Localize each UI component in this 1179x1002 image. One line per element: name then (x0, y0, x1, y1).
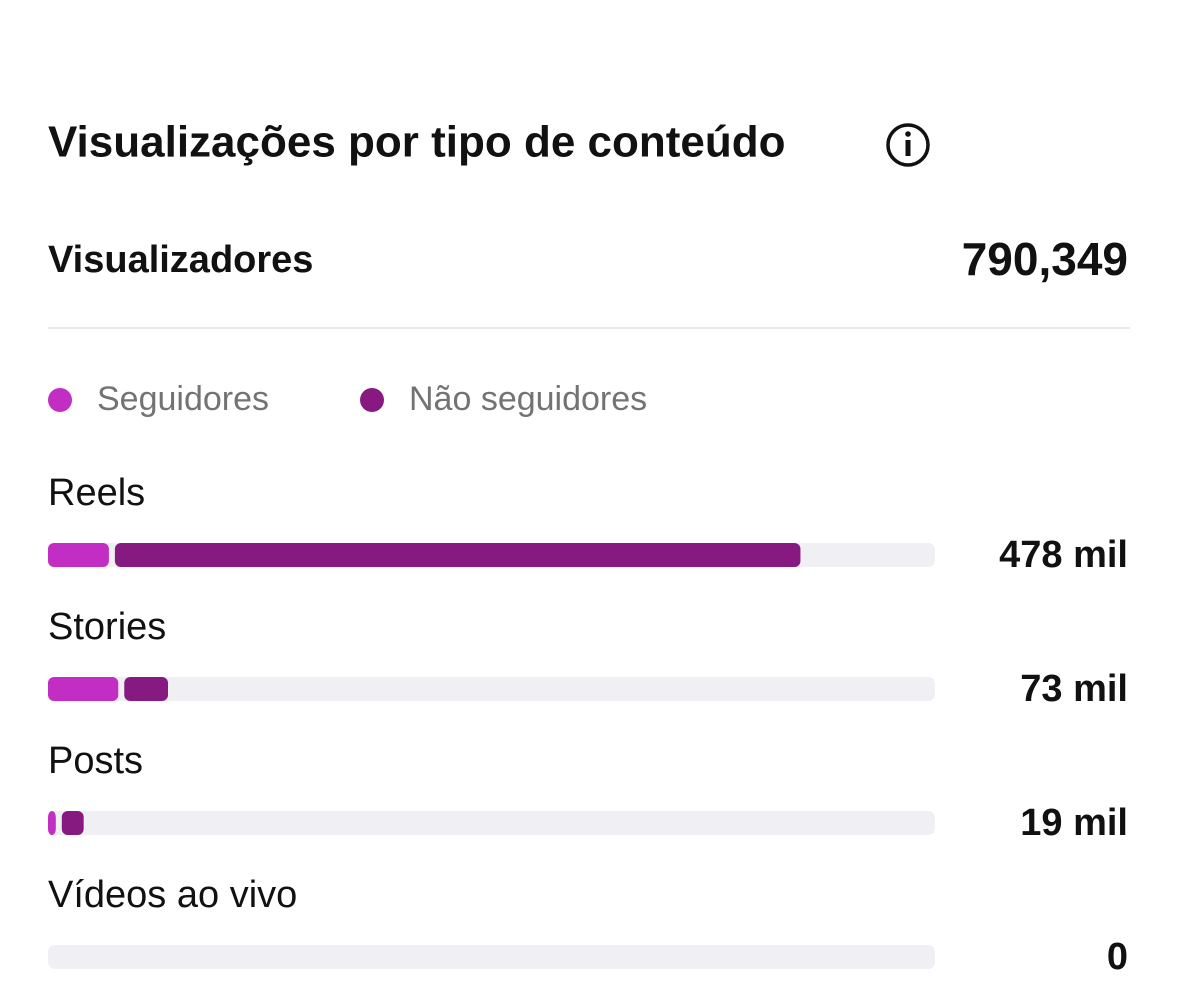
category-label: Vídeos ao vivo (48, 874, 297, 916)
bar-segment (124, 677, 168, 701)
legend-dot (360, 388, 384, 412)
bar-track (48, 677, 935, 701)
bar-track (48, 945, 935, 969)
total-label: 73 mil (1020, 668, 1128, 710)
info-icon[interactable] (886, 123, 930, 167)
legend-dot (48, 388, 72, 412)
bar-segment (48, 811, 56, 835)
title: Visualizações por tipo de conteúdo (48, 118, 786, 167)
category-label: Posts (48, 740, 143, 782)
bar-segment (48, 543, 109, 567)
total-label: 0 (1107, 936, 1128, 978)
category-label: Reels (48, 472, 145, 514)
legend-label: Não seguidores (409, 380, 647, 418)
total-label: 478 mil (999, 534, 1128, 576)
category-label: Stories (48, 606, 166, 648)
bar-segment (48, 677, 119, 701)
bar-segment (114, 543, 801, 567)
summary-value: 790,349 (962, 233, 1128, 285)
summary-label: Visualizadores (48, 239, 313, 281)
bar-track (48, 811, 935, 835)
total-label: 19 mil (1020, 802, 1128, 844)
bar-segment (61, 811, 84, 835)
legend-label: Seguidores (97, 380, 269, 418)
